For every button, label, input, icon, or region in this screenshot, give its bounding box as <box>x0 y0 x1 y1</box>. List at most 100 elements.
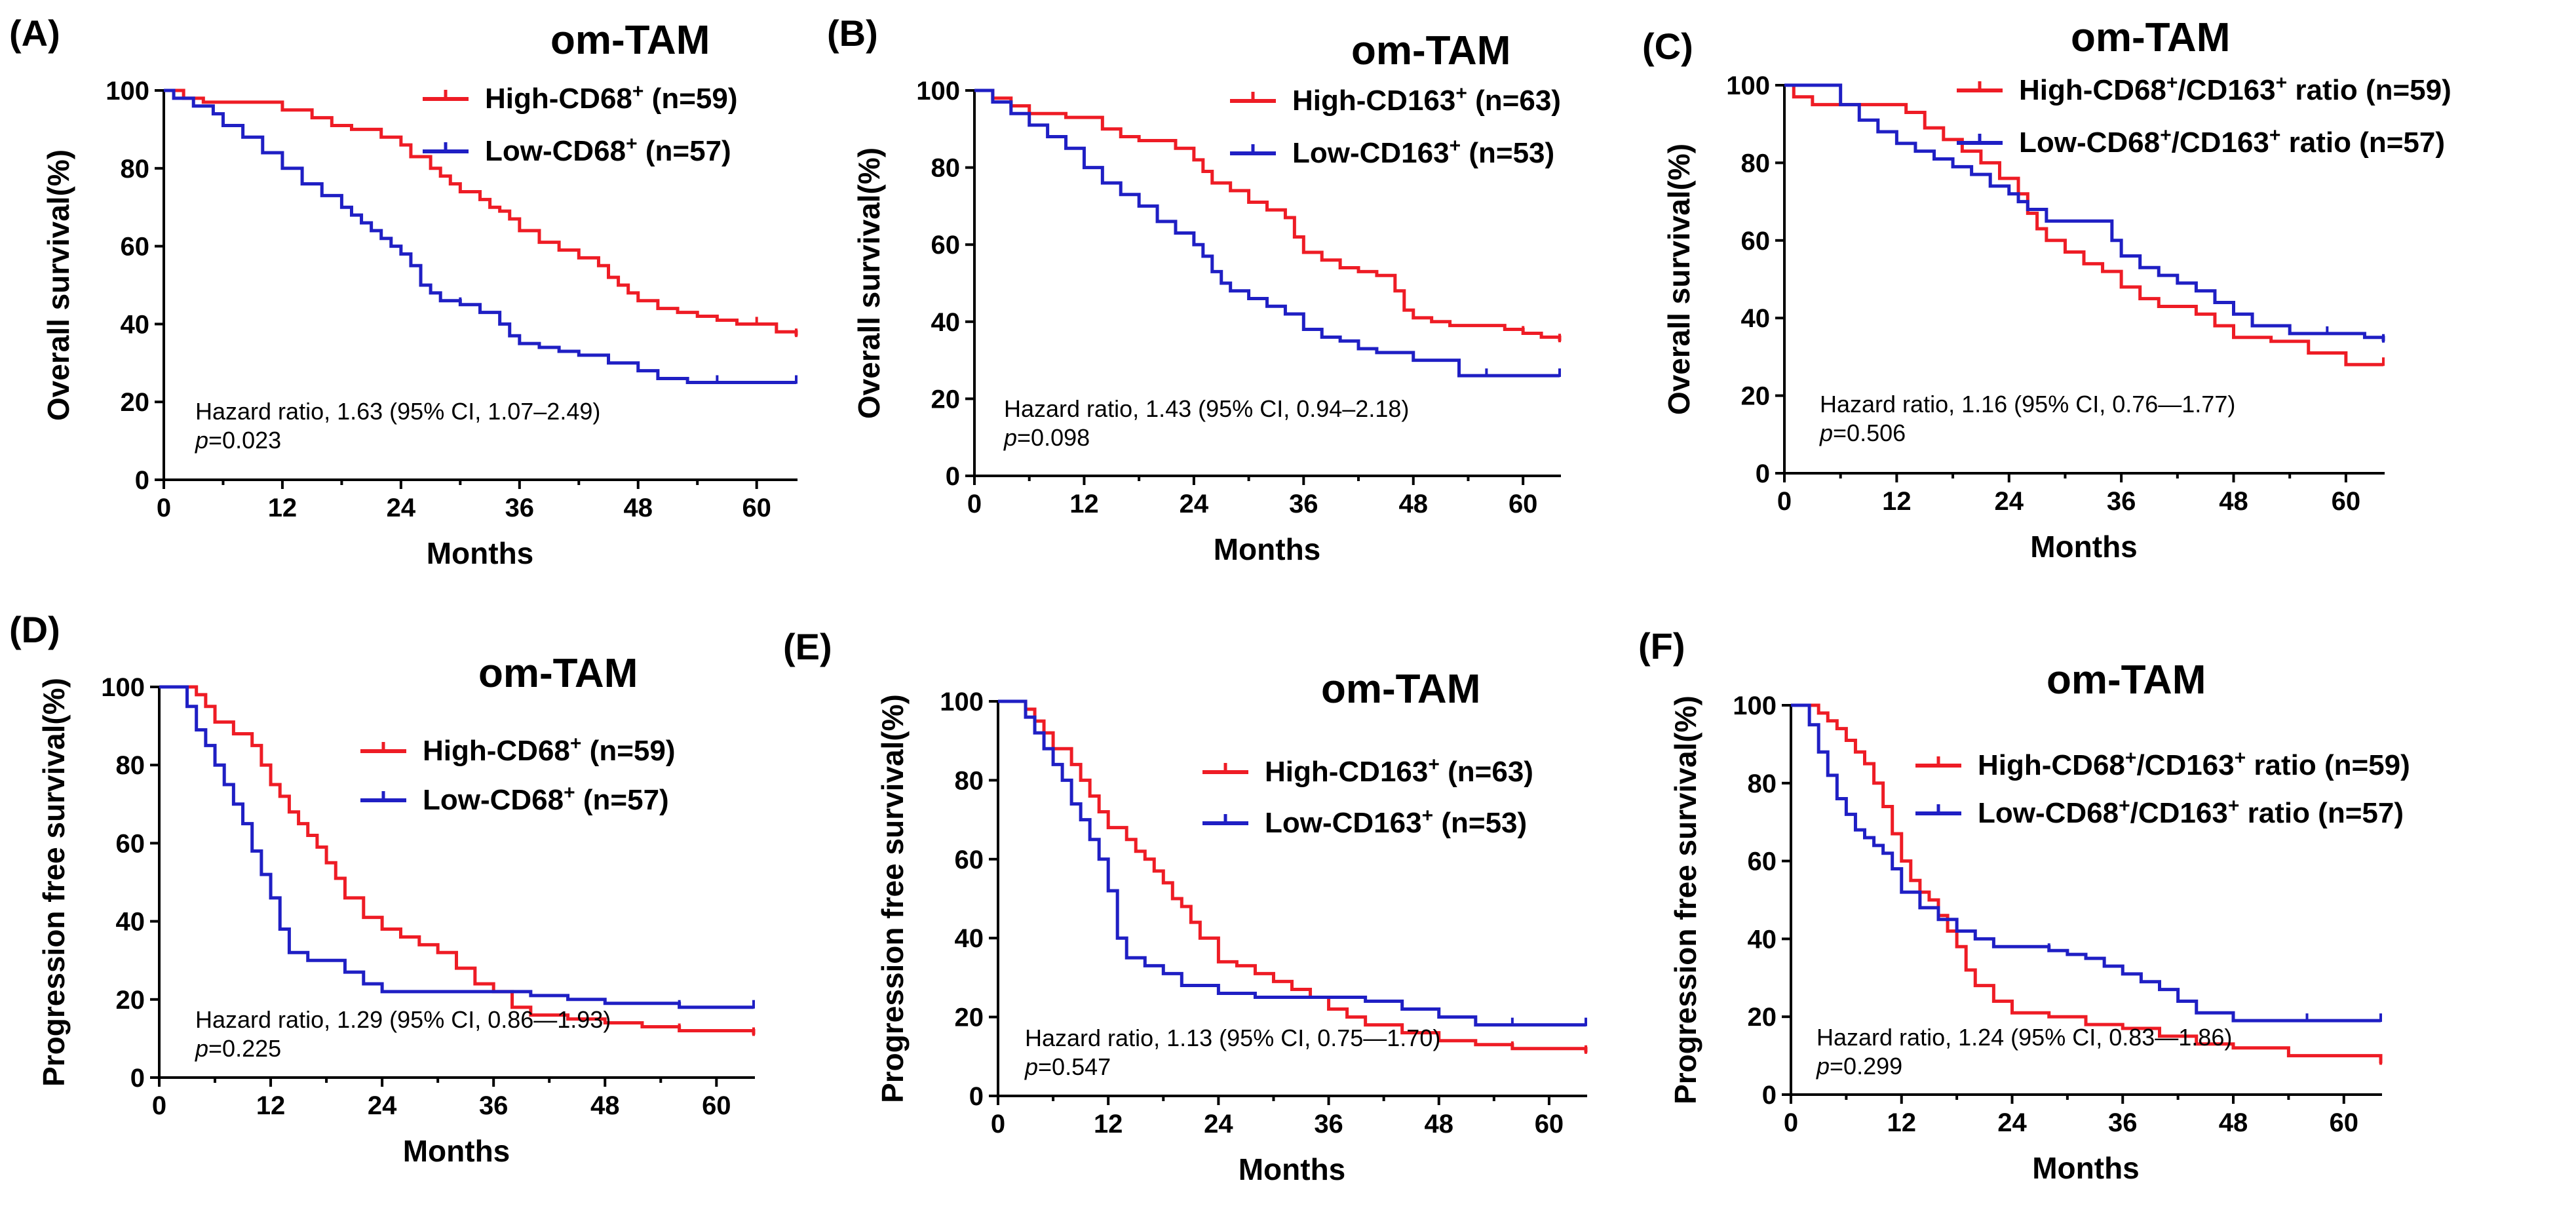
x-tick-label: 36 <box>2108 1108 2138 1137</box>
y-tick-label: 80 <box>955 766 984 795</box>
chart-title: om-TAM <box>1321 667 1480 712</box>
x-tick-label: 48 <box>2219 1108 2248 1137</box>
x-axis-label: Months <box>1239 1152 1346 1186</box>
panel-label: (E) <box>783 626 832 667</box>
legend-name: High-CD68 <box>1978 749 2125 781</box>
legend-n: (n=63) <box>1440 756 1533 788</box>
series-low-curve <box>1791 703 2381 1023</box>
x-tick-label: 36 <box>479 1091 509 1120</box>
legend-sup-2: + <box>2235 747 2246 769</box>
y-tick-label: 40 <box>955 924 984 953</box>
legend-name: Low-CD68 <box>2019 127 2160 159</box>
p-value-text: p=0.023 <box>195 427 281 454</box>
legend-name-2: /CD163 <box>2136 749 2234 781</box>
p-value-text: p=0.547 <box>1024 1053 1111 1080</box>
panel-a: (A) om-TAM 0 20 40 60 80 100 0 12 24 36 48 60 Months Ov… <box>9 12 798 570</box>
series-low-curve <box>1784 83 2385 341</box>
legend-sup: + <box>1450 135 1461 157</box>
hazard-ratio-text: Hazard ratio, 1.29 (95% CI, 0.86—1.93) <box>195 1006 611 1033</box>
panel-label: (F) <box>1638 625 1685 667</box>
y-tick-label: 80 <box>116 751 145 780</box>
x-tick-label: 48 <box>590 1091 620 1120</box>
x-tick-label: 48 <box>1425 1110 1454 1139</box>
legend-sup: + <box>2119 795 2130 817</box>
legend-n: (n=57) <box>575 784 669 816</box>
y-tick-label: 80 <box>121 155 150 184</box>
legend-name: Low-CD68 <box>423 784 564 816</box>
x-tick-label: 12 <box>1094 1110 1123 1139</box>
y-tick-label: 100 <box>101 673 145 702</box>
y-tick-label: 100 <box>940 688 984 716</box>
p-value: =0.023 <box>208 427 281 454</box>
x-tick-label: 36 <box>505 494 535 522</box>
y-tick-label: 80 <box>1748 770 1777 798</box>
p-symbol: p <box>1816 1053 1830 1080</box>
legend-entry: High-CD68+/CD163+ ratio (n=59) <box>1978 747 2410 781</box>
y-tick-label: 20 <box>1741 382 1771 411</box>
y-tick-label: 100 <box>1733 692 1777 720</box>
x-tick-label: 60 <box>742 494 771 522</box>
p-value: =0.098 <box>1017 424 1090 451</box>
hazard-ratio-text: Hazard ratio, 1.24 (95% CI, 0.83—1.86) <box>1817 1024 2232 1051</box>
legend-entry: Low-CD68+ (n=57) <box>423 782 669 816</box>
legend-n: (n=63) <box>1467 85 1561 117</box>
series-low-curve <box>974 88 1560 378</box>
y-tick-label: 60 <box>121 233 150 262</box>
legend-n: (n=59) <box>581 735 675 767</box>
legend-name: Low-CD68 <box>485 135 626 167</box>
p-symbol: p <box>195 1035 208 1062</box>
x-tick-label: 36 <box>1289 490 1318 518</box>
y-tick-label: 40 <box>931 308 961 337</box>
series-high-curve <box>164 88 798 336</box>
x-tick-label: 12 <box>268 494 298 522</box>
x-tick-label: 0 <box>967 490 982 518</box>
hazard-ratio-text: Hazard ratio, 1.43 (95% CI, 0.94–2.18) <box>1004 395 1409 422</box>
y-axis-label: Overall survival(%) <box>1662 144 1696 415</box>
series-low-curve <box>998 699 1586 1027</box>
legend-name-2: /CD163 <box>2130 797 2228 829</box>
p-symbol: p <box>1024 1053 1038 1080</box>
legend-sup: + <box>1422 805 1434 827</box>
x-tick-label: 36 <box>1314 1110 1343 1139</box>
legend-name: Low-CD68 <box>1978 797 2119 829</box>
p-value-text: p=0.098 <box>1003 424 1090 451</box>
panel-e: (E) om-TAM 0 20 40 60 80 100 0 12 24 36 48 60 Months Pr… <box>783 626 1588 1186</box>
y-tick-label: 40 <box>1741 304 1771 333</box>
legend-entry: High-CD68+/CD163+ ratio (n=59) <box>2019 72 2451 106</box>
series-high-curve <box>1784 83 2383 366</box>
legend-sup: + <box>564 782 575 804</box>
p-symbol: p <box>1819 419 1833 446</box>
p-value-text: p=0.299 <box>1816 1053 1902 1080</box>
legend-name: High-CD68 <box>2019 74 2166 106</box>
x-tick-label: 0 <box>991 1110 1005 1139</box>
x-tick-label: 48 <box>624 494 653 522</box>
chart-title: om-TAM <box>2047 657 2206 703</box>
y-tick-label: 0 <box>1756 459 1770 488</box>
y-tick-label: 0 <box>969 1082 984 1111</box>
panel-d: (D) om-TAM 0 20 40 60 80 100 0 12 24 36 48 60 Months Pr… <box>9 609 756 1168</box>
x-tick-label: 12 <box>1887 1108 1917 1137</box>
x-tick-label: 12 <box>1882 487 1912 516</box>
legend-sup-2: + <box>2228 795 2240 817</box>
legend-entry: High-CD68+ (n=59) <box>485 81 737 115</box>
y-axis-label: Progression free survival(%) <box>1668 695 1702 1104</box>
y-tick-label: 0 <box>135 466 149 495</box>
y-tick-label: 60 <box>955 846 984 874</box>
hazard-ratio-text: Hazard ratio, 1.63 (95% CI, 1.07–2.49) <box>195 398 600 425</box>
series-low-curve <box>159 685 754 1009</box>
legend-entry: Low-CD68+/CD163+ ratio (n=57) <box>2019 125 2445 159</box>
legend-entry: Low-CD163+ (n=53) <box>1265 805 1527 839</box>
legend-name-2: /CD163 <box>2172 127 2269 159</box>
legend-n: ratio (n=59) <box>2287 74 2451 106</box>
panel-c: (C) om-TAM 0 20 40 60 80 100 0 12 24 36 48 60 Months Ov… <box>1642 15 2451 564</box>
legend-sup-2: + <box>2276 72 2288 94</box>
x-tick-label: 0 <box>1784 1108 1798 1137</box>
legend-sup: + <box>1455 83 1467 104</box>
panel-label: (C) <box>1642 26 1693 67</box>
panel-label: (D) <box>9 609 60 650</box>
hazard-ratio-text: Hazard ratio, 1.13 (95% CI, 0.75—1.70) <box>1025 1024 1440 1051</box>
series-high-curve <box>159 685 756 1035</box>
x-tick-label: 0 <box>152 1091 166 1120</box>
legend-name: High-CD163 <box>1292 85 1455 117</box>
x-tick-label: 0 <box>157 494 171 522</box>
